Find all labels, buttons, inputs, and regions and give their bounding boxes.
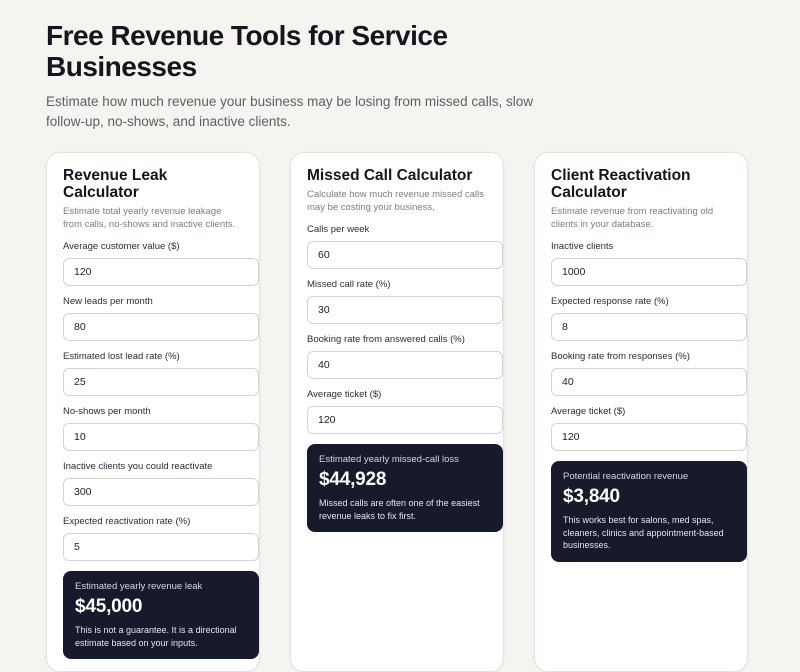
expected-response-rate-field: Expected response rate (%) — [551, 296, 747, 341]
field-label: Average ticket ($) — [551, 406, 626, 417]
calls-per-week-field: Calls per week — [307, 224, 503, 269]
missed-call-rate-field: Missed call rate (%) — [307, 279, 503, 324]
booking-rate-answered-field: Booking rate from answered calls (%) — [307, 334, 503, 379]
no-shows-per-month-field: No-shows per month — [63, 406, 259, 451]
result-panel: Estimated yearly revenue leak $45,000 Th… — [63, 571, 259, 659]
field-label: Average ticket ($) — [307, 389, 382, 400]
new-leads-per-month-input[interactable] — [63, 313, 259, 341]
field-label: Expected response rate (%) — [551, 296, 669, 307]
page-title: Free Revenue Tools for Service Businesse… — [46, 20, 448, 82]
lost-lead-rate-field: Estimated lost lead rate (%) — [63, 351, 259, 396]
result-label: Estimated yearly missed-call loss — [319, 454, 459, 465]
card-title: Revenue Leak Calculator — [63, 167, 168, 201]
result-value: $3,840 — [563, 486, 620, 507]
inactive-clients-input[interactable] — [551, 258, 747, 286]
lost-lead-rate-input[interactable] — [63, 368, 259, 396]
card-title: Client Reactivation Calculator — [551, 167, 691, 201]
missed-call-rate-input[interactable] — [307, 296, 503, 324]
result-note: Missed calls are often one of the easies… — [319, 498, 480, 521]
new-leads-per-month-field: New leads per month — [63, 296, 259, 341]
reactivation-rate-input[interactable] — [63, 533, 259, 561]
card-description: Estimate total yearly revenue leakage fr… — [63, 206, 236, 230]
card-description: Calculate how much revenue missed calls … — [307, 189, 484, 213]
average-ticket-input[interactable] — [551, 423, 747, 451]
result-note: This is not a guarantee. It is a directi… — [75, 625, 237, 648]
card-description: Estimate revenue from reactivating old c… — [551, 206, 714, 230]
card-title: Missed Call Calculator — [307, 167, 473, 184]
client-reactivation-calculator-card: Client Reactivation Calculator Estimate … — [534, 152, 748, 672]
average-customer-value-field: Average customer value ($) — [63, 241, 259, 286]
booking-rate-answered-input[interactable] — [307, 351, 503, 379]
average-ticket-field: Average ticket ($) — [307, 389, 503, 434]
field-label: Booking rate from responses (%) — [551, 351, 690, 362]
result-note: This works best for salons, med spas, cl… — [563, 515, 724, 550]
field-label: Calls per week — [307, 224, 370, 235]
result-panel: Potential reactivation revenue $3,840 Th… — [551, 461, 747, 562]
field-label: New leads per month — [63, 296, 153, 307]
field-label: Inactive clients you could reactivate — [63, 461, 213, 472]
field-label: Average customer value ($) — [63, 241, 180, 252]
no-shows-per-month-input[interactable] — [63, 423, 259, 451]
booking-rate-responses-input[interactable] — [551, 368, 747, 396]
result-panel: Estimated yearly missed-call loss $44,92… — [307, 444, 503, 532]
result-value: $44,928 — [319, 469, 387, 490]
average-ticket-field: Average ticket ($) — [551, 406, 747, 451]
inactive-clients-field: Inactive clients you could reactivate — [63, 461, 259, 506]
result-value: $45,000 — [75, 596, 143, 617]
result-label: Estimated yearly revenue leak — [75, 581, 203, 592]
revenue-leak-calculator-card: Revenue Leak Calculator Estimate total y… — [46, 152, 260, 672]
field-label: Estimated lost lead rate (%) — [63, 351, 180, 362]
inactive-clients-field: Inactive clients — [551, 241, 747, 286]
field-label: Missed call rate (%) — [307, 279, 391, 290]
result-label: Potential reactivation revenue — [563, 471, 689, 482]
booking-rate-responses-field: Booking rate from responses (%) — [551, 351, 747, 396]
page-subtitle: Estimate how much revenue your business … — [46, 94, 533, 129]
average-customer-value-input[interactable] — [63, 258, 259, 286]
expected-response-rate-input[interactable] — [551, 313, 747, 341]
average-ticket-input[interactable] — [307, 406, 503, 434]
missed-call-calculator-card: Missed Call Calculator Calculate how muc… — [290, 152, 504, 672]
field-label: No-shows per month — [63, 406, 151, 417]
reactivation-rate-field: Expected reactivation rate (%) — [63, 516, 259, 561]
field-label: Booking rate from answered calls (%) — [307, 334, 465, 345]
field-label: Inactive clients — [551, 241, 614, 252]
inactive-clients-input[interactable] — [63, 478, 259, 506]
field-label: Expected reactivation rate (%) — [63, 516, 191, 527]
calls-per-week-input[interactable] — [307, 241, 503, 269]
